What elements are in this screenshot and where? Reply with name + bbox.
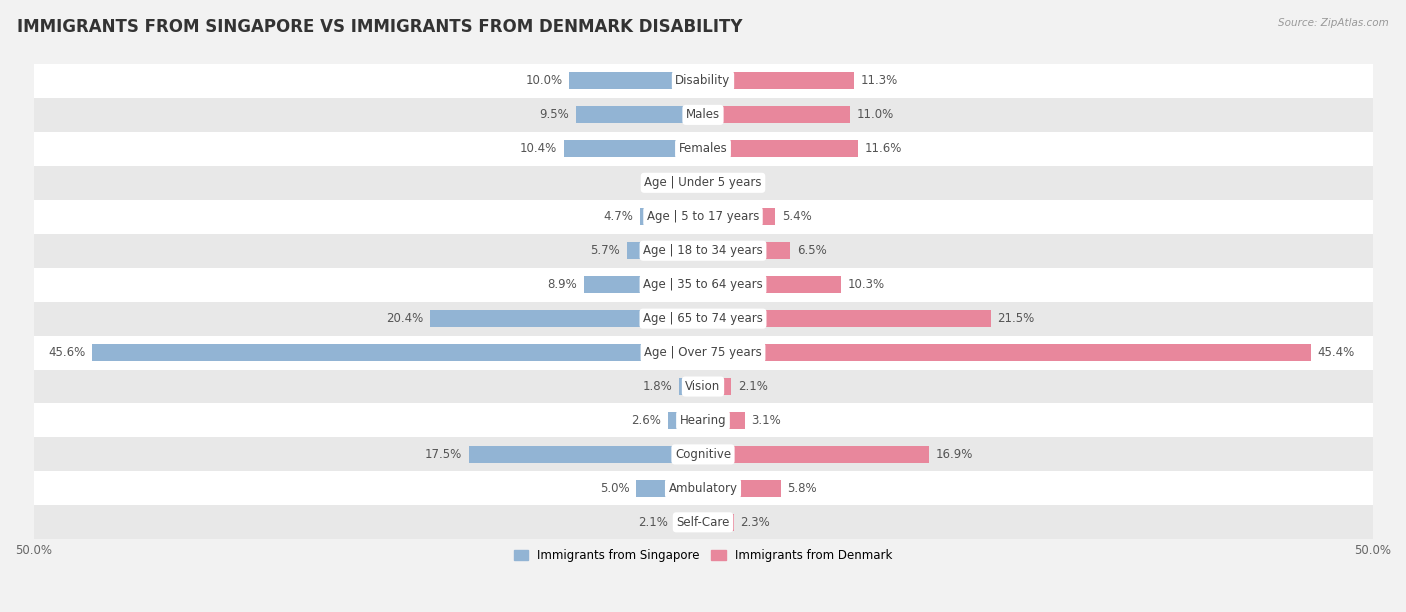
Text: 9.5%: 9.5% bbox=[540, 108, 569, 121]
Bar bbox=[703, 242, 790, 259]
Bar bbox=[668, 412, 703, 429]
Text: 16.9%: 16.9% bbox=[936, 448, 973, 461]
Text: 2.1%: 2.1% bbox=[638, 516, 668, 529]
Text: 5.0%: 5.0% bbox=[600, 482, 630, 495]
Text: Females: Females bbox=[679, 143, 727, 155]
Bar bbox=[34, 64, 1372, 98]
Bar bbox=[675, 514, 703, 531]
Bar bbox=[703, 344, 1310, 361]
Text: 2.1%: 2.1% bbox=[738, 380, 768, 393]
Bar bbox=[34, 302, 1372, 335]
Text: 4.7%: 4.7% bbox=[603, 211, 633, 223]
Text: 10.4%: 10.4% bbox=[520, 143, 557, 155]
Bar bbox=[703, 514, 734, 531]
Bar bbox=[640, 208, 703, 225]
Bar bbox=[564, 140, 703, 157]
Text: Hearing: Hearing bbox=[679, 414, 727, 427]
Text: Age | 35 to 64 years: Age | 35 to 64 years bbox=[643, 278, 763, 291]
Bar bbox=[703, 378, 731, 395]
Text: Vision: Vision bbox=[685, 380, 721, 393]
Bar bbox=[703, 174, 717, 192]
Text: 1.8%: 1.8% bbox=[643, 380, 672, 393]
Bar bbox=[34, 200, 1372, 234]
Bar bbox=[34, 267, 1372, 302]
Bar bbox=[430, 310, 703, 327]
Bar bbox=[703, 106, 851, 124]
Bar bbox=[468, 446, 703, 463]
Text: Age | 65 to 74 years: Age | 65 to 74 years bbox=[643, 312, 763, 325]
Text: 2.6%: 2.6% bbox=[631, 414, 661, 427]
Bar bbox=[34, 370, 1372, 403]
Text: Age | Under 5 years: Age | Under 5 years bbox=[644, 176, 762, 189]
Bar bbox=[703, 412, 745, 429]
Text: 10.3%: 10.3% bbox=[848, 278, 884, 291]
Bar bbox=[703, 446, 929, 463]
Bar bbox=[34, 403, 1372, 438]
Bar bbox=[34, 98, 1372, 132]
Text: 5.4%: 5.4% bbox=[782, 211, 811, 223]
Bar bbox=[569, 72, 703, 89]
Bar bbox=[703, 208, 775, 225]
Bar bbox=[576, 106, 703, 124]
Text: Disability: Disability bbox=[675, 75, 731, 88]
Bar bbox=[703, 140, 858, 157]
Bar bbox=[34, 506, 1372, 539]
Text: 17.5%: 17.5% bbox=[425, 448, 463, 461]
Bar bbox=[703, 72, 855, 89]
Bar bbox=[34, 234, 1372, 267]
Bar bbox=[34, 471, 1372, 506]
Text: 11.6%: 11.6% bbox=[865, 143, 903, 155]
Bar bbox=[583, 276, 703, 293]
Bar bbox=[679, 378, 703, 395]
Text: Males: Males bbox=[686, 108, 720, 121]
Bar bbox=[34, 132, 1372, 166]
Text: 11.3%: 11.3% bbox=[860, 75, 898, 88]
Legend: Immigrants from Singapore, Immigrants from Denmark: Immigrants from Singapore, Immigrants fr… bbox=[509, 544, 897, 567]
Text: 6.5%: 6.5% bbox=[797, 244, 827, 257]
Bar bbox=[703, 310, 991, 327]
Bar bbox=[93, 344, 703, 361]
Text: 3.1%: 3.1% bbox=[751, 414, 780, 427]
Text: Self-Care: Self-Care bbox=[676, 516, 730, 529]
Bar bbox=[627, 242, 703, 259]
Text: 45.6%: 45.6% bbox=[48, 346, 86, 359]
Bar bbox=[703, 480, 780, 497]
Text: Source: ZipAtlas.com: Source: ZipAtlas.com bbox=[1278, 18, 1389, 28]
Text: 11.0%: 11.0% bbox=[858, 108, 894, 121]
Text: Age | Over 75 years: Age | Over 75 years bbox=[644, 346, 762, 359]
Bar bbox=[34, 438, 1372, 471]
Text: 20.4%: 20.4% bbox=[385, 312, 423, 325]
Text: 21.5%: 21.5% bbox=[998, 312, 1035, 325]
Text: 5.8%: 5.8% bbox=[787, 482, 817, 495]
Text: 45.4%: 45.4% bbox=[1317, 346, 1355, 359]
Bar bbox=[636, 480, 703, 497]
Text: Age | 5 to 17 years: Age | 5 to 17 years bbox=[647, 211, 759, 223]
Text: 1.1%: 1.1% bbox=[652, 176, 682, 189]
Text: 8.9%: 8.9% bbox=[547, 278, 576, 291]
Bar bbox=[34, 335, 1372, 370]
Text: IMMIGRANTS FROM SINGAPORE VS IMMIGRANTS FROM DENMARK DISABILITY: IMMIGRANTS FROM SINGAPORE VS IMMIGRANTS … bbox=[17, 18, 742, 36]
Bar bbox=[703, 276, 841, 293]
Bar bbox=[34, 166, 1372, 200]
Text: 5.7%: 5.7% bbox=[591, 244, 620, 257]
Text: 10.0%: 10.0% bbox=[526, 75, 562, 88]
Text: Cognitive: Cognitive bbox=[675, 448, 731, 461]
Text: 1.1%: 1.1% bbox=[724, 176, 754, 189]
Text: Age | 18 to 34 years: Age | 18 to 34 years bbox=[643, 244, 763, 257]
Bar bbox=[689, 174, 703, 192]
Text: Ambulatory: Ambulatory bbox=[668, 482, 738, 495]
Text: 2.3%: 2.3% bbox=[741, 516, 770, 529]
